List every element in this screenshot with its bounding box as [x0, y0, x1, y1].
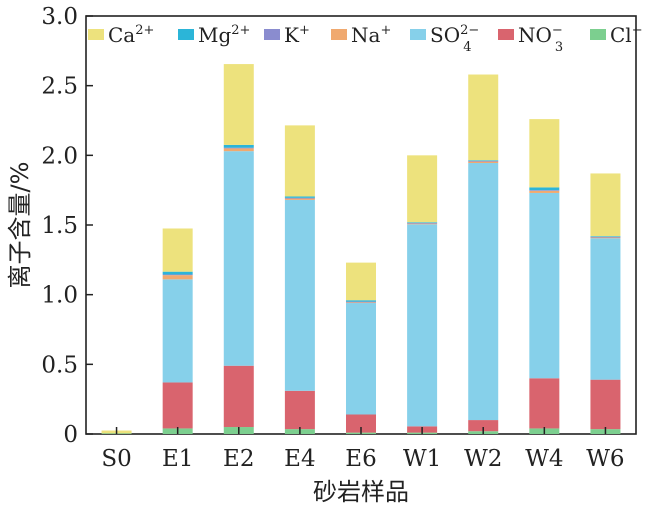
x-tick-label: E1 — [162, 446, 193, 472]
bar-segment — [284, 197, 315, 199]
bar-segment — [407, 223, 438, 225]
x-axis: S0 E1 E2 E4 E6 W1 W2 W4 W6 — [101, 427, 625, 472]
bar-segment — [223, 64, 254, 145]
legend-swatch — [498, 29, 514, 40]
bar-segment — [223, 151, 254, 366]
bar-segment — [223, 148, 254, 152]
bar-segment — [284, 125, 315, 197]
bar-segment — [284, 198, 315, 200]
y-tick-label: 3.0 — [41, 4, 78, 30]
legend-swatch — [88, 29, 104, 40]
bar-segment — [407, 222, 438, 224]
bar-segment — [529, 192, 560, 379]
bar-segment — [468, 161, 499, 163]
bar-segment — [407, 155, 438, 223]
bar-segment — [162, 275, 193, 280]
bar-segment — [284, 196, 315, 198]
x-tick-label: W1 — [403, 446, 441, 472]
bar-segment — [468, 420, 499, 432]
y-tick-label: 1.5 — [41, 213, 78, 239]
bar-segment — [346, 414, 376, 433]
y-axis: 0 0.5 1.0 1.5 2.0 2.5 3.0 — [41, 4, 93, 448]
x-tick-label: E6 — [345, 446, 376, 472]
bar-segment — [346, 301, 376, 303]
y-axis-title: 离子含量/% — [6, 162, 34, 289]
bar-segment — [468, 162, 499, 421]
x-tick-label: S0 — [101, 446, 131, 472]
bar-segment — [284, 390, 315, 430]
y-tick-label: 0 — [63, 422, 78, 448]
legend-label: Na+ — [351, 23, 391, 47]
bar-segment — [346, 262, 376, 301]
legend-label: NO− 3 — [518, 23, 563, 55]
y-tick-label: 2.0 — [41, 143, 78, 169]
bar-segment — [529, 187, 560, 191]
bars-layer — [101, 64, 621, 434]
x-tick-label: W6 — [586, 446, 624, 472]
x-tick-label: W4 — [525, 446, 563, 472]
bar-segment — [468, 160, 499, 161]
bar-segment — [590, 238, 621, 380]
bar-segment — [590, 236, 621, 237]
bar-segment — [162, 279, 193, 383]
bar-segment — [407, 224, 438, 427]
bar-segment — [590, 237, 621, 239]
bar-segment — [162, 382, 193, 429]
legend-swatch — [264, 29, 280, 40]
x-tick-label: E4 — [284, 446, 315, 472]
legend-label: Cl− — [610, 23, 643, 47]
y-tick-label: 1.0 — [41, 283, 78, 309]
bar-segment — [346, 302, 376, 304]
bar-segment — [223, 365, 254, 428]
legend-swatch — [178, 29, 194, 40]
bar-segment — [407, 222, 438, 223]
bar-segment — [346, 300, 376, 302]
y-tick-label: 2.5 — [41, 74, 78, 100]
bar-segment — [223, 144, 254, 148]
legend-label: Mg2+ — [198, 23, 250, 47]
legend-swatch — [590, 29, 606, 40]
bar-segment — [590, 236, 621, 238]
x-axis-title: 砂岩样品 — [313, 478, 409, 506]
legend-label: Ca2+ — [108, 23, 154, 47]
bar-segment — [529, 119, 560, 188]
y-tick-label: 0.5 — [41, 352, 78, 378]
bar-segment — [223, 147, 254, 149]
legend-label: SO2− 4 — [430, 23, 479, 55]
bar-segment — [162, 228, 193, 272]
bar-segment — [162, 274, 193, 276]
bar-segment — [529, 190, 560, 191]
legend-swatch — [331, 29, 347, 40]
bar-segment — [284, 199, 315, 391]
legend-swatch — [410, 29, 426, 40]
x-tick-label: E2 — [223, 446, 254, 472]
bar-segment — [590, 173, 621, 237]
bar-segment — [468, 160, 499, 162]
bar-segment — [590, 379, 621, 430]
legend-label: K+ — [284, 23, 310, 47]
bar-segment — [529, 190, 560, 193]
legend: Ca2+ Mg2+ K+ Na+ SO2− 4 NO− 3 Cl− — [88, 23, 643, 55]
bar-segment — [529, 378, 560, 429]
bar-segment — [468, 74, 499, 161]
x-tick-label: W2 — [464, 446, 502, 472]
bar-segment — [162, 271, 193, 275]
bar-segment — [346, 303, 376, 415]
